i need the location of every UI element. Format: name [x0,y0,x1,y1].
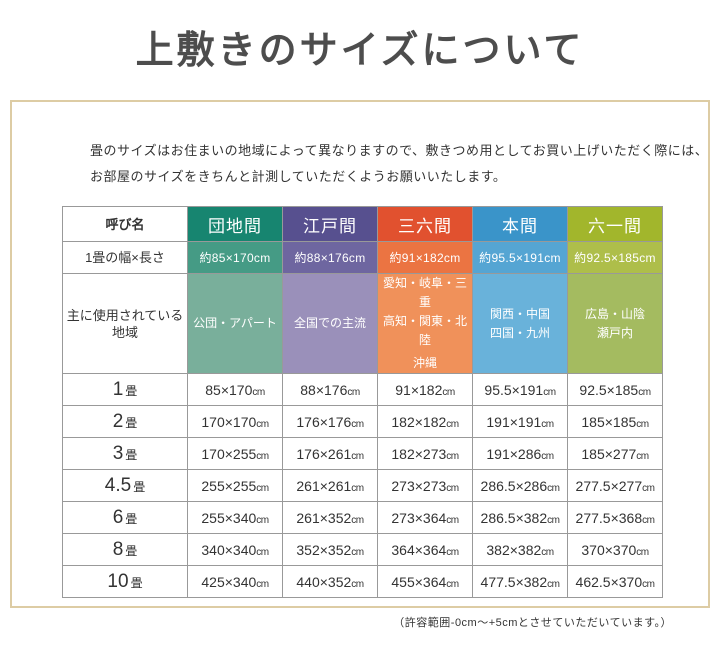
col-header-rokuichima: 六一間 [567,206,663,242]
value-cell: 185×277cm [567,437,663,470]
value-cell: 462.5×370cm [567,565,663,598]
value-cell: 455×364cm [377,565,473,598]
value-cell: 95.5×191cm [472,373,568,406]
value-cell: 176×261cm [282,437,378,470]
value-cell: 255×340cm [187,501,283,534]
value-cell: 182×182cm [377,405,473,438]
tatami-size-table: 呼び名 団地間 江戸間 三六間 本間 六一間 1畳の幅×長さ 約85×170cm… [62,206,663,598]
row-label: 4.5 畳 [62,469,188,502]
value-cell: 170×170cm [187,405,283,438]
value-cell: 286.5×382cm [472,501,568,534]
content-box: 畳のサイズはお住まいの地域によって異なりますので、敷きつめ用としてお買い上げいた… [10,100,710,629]
intro-text: 畳のサイズはお住まいの地域によって異なりますので、敷きつめ用としてお買い上げいた… [90,138,708,190]
value-cell: 176×176cm [282,405,378,438]
value-cell: 477.5×382cm [472,565,568,598]
corner-label: 呼び名 [62,206,188,242]
value-cell: 340×340cm [187,533,283,566]
value-cell: 382×382cm [472,533,568,566]
region-cell: 広島・山陰 瀬戸内 [567,273,663,374]
value-cell: 277.5×277cm [567,469,663,502]
size-cell: 約91×182cm [377,241,473,274]
value-cell: 182×273cm [377,437,473,470]
value-cell: 191×191cm [472,405,568,438]
value-cell: 370×370cm [567,533,663,566]
size-cell: 約88×176cm [282,241,378,274]
region-cell: 公団・アパート [187,273,283,374]
tolerance-note: （許容範囲-0cm〜+5cmとさせていただいています。） [393,617,672,629]
value-cell: 273×364cm [377,501,473,534]
row-label: 10 畳 [62,565,188,598]
value-cell: 261×261cm [282,469,378,502]
value-cell: 170×255cm [187,437,283,470]
table-row-10jo: 10 畳 425×340cm 440×352cm 455×364cm 477.5×… [62,565,663,598]
value-cell: 92.5×185cm [567,373,663,406]
table-row-4-5jo: 4.5 畳 255×255cm 261×261cm 273×273cm 286.5… [62,469,663,502]
size-cell: 約85×170cm [187,241,283,274]
value-cell: 364×364cm [377,533,473,566]
value-cell: 261×352cm [282,501,378,534]
value-cell: 88×176cm [282,373,378,406]
value-cell: 352×352cm [282,533,378,566]
intro-line-2: お部屋のサイズをきちんと計測していただくようお願いいたします。 [90,169,507,184]
region-cell: 関西・中国 四国・九州 [472,273,568,374]
value-cell: 425×340cm [187,565,283,598]
header-row: 呼び名 団地間 江戸間 三六間 本間 六一間 [62,206,663,242]
col-header-sabuma: 三六間 [377,206,473,242]
size-row-label: 1畳の幅×長さ [62,241,188,274]
value-cell: 185×185cm [567,405,663,438]
size-cell: 約95.5×191cm [472,241,568,274]
value-cell: 255×255cm [187,469,283,502]
size-cell: 約92.5×185cm [567,241,663,274]
value-cell: 440×352cm [282,565,378,598]
value-cell: 286.5×286cm [472,469,568,502]
col-header-danchima: 団地間 [187,206,283,242]
value-cell: 91×182cm [377,373,473,406]
col-header-edoma: 江戸間 [282,206,378,242]
value-cell: 273×273cm [377,469,473,502]
col-header-honma: 本間 [472,206,568,242]
value-cell: 277.5×368cm [567,501,663,534]
intro-line-1: 畳のサイズはお住まいの地域によって異なりますので、敷きつめ用としてお買い上げいた… [90,143,709,158]
page-title: 上敷きのサイズについて [135,27,585,72]
region-row: 主に使用されている地域 公団・アパート 全国での主流 愛知・岐阜・三重 高知・関… [62,273,663,374]
value-cell: 191×286cm [472,437,568,470]
region-cell: 全国での主流 [282,273,378,374]
size-row: 1畳の幅×長さ 約85×170cm 約88×176cm 約91×182cm 約9… [62,241,663,274]
value-cell: 85×170cm [187,373,283,406]
region-row-label: 主に使用されている地域 [62,273,188,374]
region-cell: 愛知・岐阜・三重 高知・関東・北陸 沖縄 [377,273,473,374]
